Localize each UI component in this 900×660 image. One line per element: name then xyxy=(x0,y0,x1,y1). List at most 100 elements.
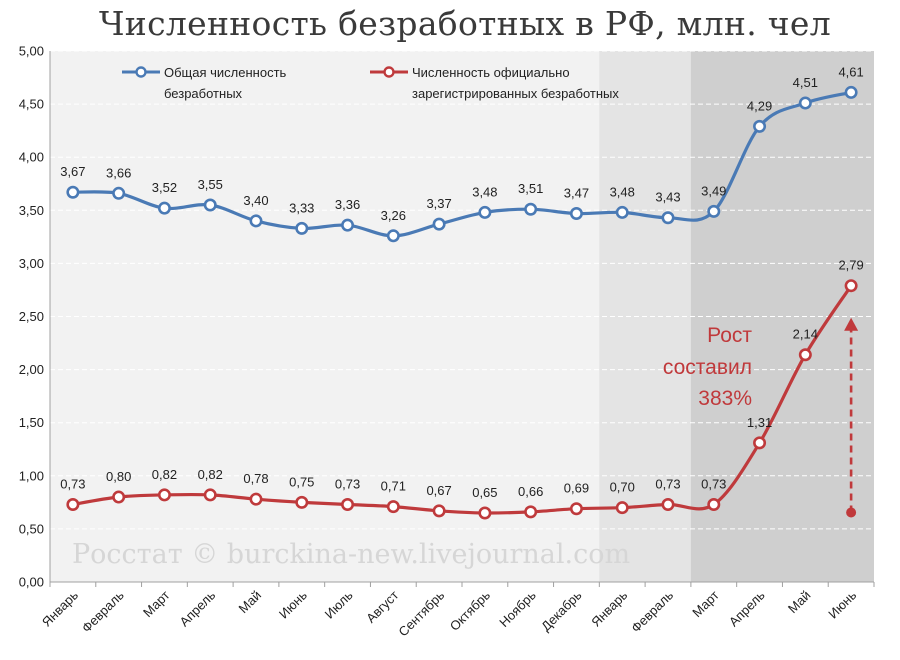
series-1-point xyxy=(615,205,629,219)
series-2-point xyxy=(203,488,217,502)
y-tick-label: 4,00 xyxy=(19,150,44,165)
series-2-point xyxy=(798,348,812,362)
series-1-point xyxy=(478,205,492,219)
series-2-point xyxy=(66,497,80,511)
y-tick-label: 0,00 xyxy=(19,575,44,590)
series-2-point xyxy=(753,436,767,450)
data-label: 3,48 xyxy=(472,184,497,199)
x-tick-label: Сентябрь xyxy=(395,587,447,639)
data-label: 4,51 xyxy=(793,75,818,90)
series-2-point xyxy=(524,505,538,519)
data-label: 0,80 xyxy=(106,469,131,484)
data-label: 3,48 xyxy=(610,184,635,199)
data-label: 0,69 xyxy=(564,481,589,496)
series-1-point xyxy=(661,211,675,225)
growth-annotation: Рост xyxy=(707,324,752,347)
growth-arrow-origin xyxy=(846,507,857,518)
series-1-point xyxy=(844,85,858,99)
data-label: 3,66 xyxy=(106,165,131,180)
series-1-point xyxy=(295,221,309,235)
series-2-point xyxy=(432,504,446,518)
data-label: 1,31 xyxy=(747,415,772,430)
data-label: 0,75 xyxy=(289,474,314,489)
data-label: 3,43 xyxy=(655,190,680,205)
series-2-point xyxy=(661,497,675,511)
x-tick-label: Март xyxy=(140,587,173,620)
growth-arrow-head xyxy=(844,317,859,331)
x-tick-label: Февраль xyxy=(79,587,127,635)
data-label: 3,67 xyxy=(60,164,85,179)
data-label: 0,67 xyxy=(426,483,451,498)
data-label: 0,65 xyxy=(472,485,497,500)
x-tick-label: Январь xyxy=(39,587,81,629)
series-2-point xyxy=(341,497,355,511)
y-tick-label: 3,50 xyxy=(19,203,44,218)
data-label: 0,70 xyxy=(610,480,635,495)
data-label: 4,29 xyxy=(747,98,772,113)
y-tick-label: 0,50 xyxy=(19,521,44,536)
series-2-point xyxy=(295,495,309,509)
watermark: Росстат © burckina-new.livejournal.com xyxy=(72,539,630,570)
series-2-point xyxy=(844,279,858,293)
data-label: 0,82 xyxy=(198,467,223,482)
series-2-point xyxy=(478,506,492,520)
x-tick-label: Март xyxy=(689,587,722,620)
chart-title: Численность безработных в РФ, млн. чел xyxy=(98,4,832,43)
series-1-point xyxy=(341,218,355,232)
series-1-point xyxy=(203,198,217,212)
x-tick-label: Май xyxy=(236,588,265,617)
series-1-point xyxy=(432,217,446,231)
series-1-point xyxy=(66,185,80,199)
data-label: 0,73 xyxy=(60,476,85,491)
y-tick-label: 1,00 xyxy=(19,468,44,483)
data-label: 2,79 xyxy=(838,258,863,273)
x-tick-label: Апрель xyxy=(177,587,219,629)
series-2-point xyxy=(707,497,721,511)
growth-annotation: составил xyxy=(663,356,752,379)
data-label: 0,66 xyxy=(518,484,543,499)
data-label: 3,55 xyxy=(198,177,223,192)
x-tick-label: Май xyxy=(785,588,814,617)
x-tick-label: Июнь xyxy=(825,587,859,621)
series-1-point xyxy=(707,204,721,218)
growth-annotation: 383% xyxy=(698,387,752,410)
data-label: 0,82 xyxy=(152,467,177,482)
series-1-point xyxy=(569,206,583,220)
data-label: 3,52 xyxy=(152,180,177,195)
legend-label: безработных xyxy=(164,86,243,101)
series-1-point xyxy=(386,229,400,243)
data-label: 0,73 xyxy=(655,476,680,491)
data-label: 3,49 xyxy=(701,183,726,198)
x-tick-label: Июль xyxy=(322,587,356,621)
x-tick-label: Октябрь xyxy=(447,587,493,633)
data-label: 0,71 xyxy=(381,479,406,494)
y-tick-label: 1,50 xyxy=(19,415,44,430)
y-tick-label: 5,00 xyxy=(19,44,44,59)
data-label: 3,40 xyxy=(243,193,268,208)
data-label: 3,37 xyxy=(426,196,451,211)
series-2-point xyxy=(249,492,263,506)
series-2-point xyxy=(615,501,629,515)
x-tick-label: Ноябрь xyxy=(496,587,539,630)
series-1-point xyxy=(112,186,126,200)
series-2-point xyxy=(386,500,400,514)
data-label: 2,14 xyxy=(793,327,818,342)
series-1-point xyxy=(524,202,538,216)
x-tick-label: Август xyxy=(363,587,401,625)
y-tick-label: 2,50 xyxy=(19,309,44,324)
series-1-point xyxy=(753,119,767,133)
series-2-point xyxy=(112,490,126,504)
series-2-point xyxy=(157,488,171,502)
legend-marker xyxy=(135,66,147,78)
x-tick-label: Июнь xyxy=(276,587,310,621)
legend-label: зарегистрированных безработных xyxy=(412,86,619,101)
y-tick-label: 4,50 xyxy=(19,97,44,112)
data-label: 3,36 xyxy=(335,197,360,212)
data-label: 3,26 xyxy=(381,208,406,223)
x-tick-label: Декабрь xyxy=(538,587,585,634)
y-tick-label: 2,00 xyxy=(19,362,44,377)
legend-label: Общая численность xyxy=(164,65,287,80)
legend-marker xyxy=(383,66,395,78)
x-tick-label: Январь xyxy=(588,587,630,629)
